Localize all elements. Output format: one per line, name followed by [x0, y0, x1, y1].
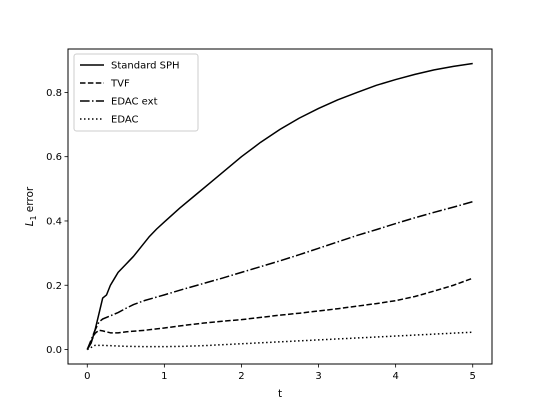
x-tick-label: 5 — [470, 371, 476, 382]
legend-label-edac-ext: EDAC ext — [111, 97, 158, 108]
y-axis: 0.0 0.2 0.4 0.6 0.8 — [46, 88, 68, 356]
x-tick-label: 1 — [161, 371, 167, 382]
y-axis-label: L1 error — [24, 186, 38, 226]
series-layer — [86, 62, 473, 351]
legend-items: Standard SPH TVF EDAC ext EDAC — [80, 61, 180, 126]
y-tick-label: 0.4 — [46, 216, 62, 227]
x-axis-label: t — [278, 388, 282, 400]
y-tick-label: 0.0 — [46, 345, 62, 356]
x-tick-label: 0 — [84, 371, 90, 382]
y-axis-label-rest: error — [24, 186, 36, 215]
x-tick-label: 4 — [392, 371, 398, 382]
y-tick-label: 0.6 — [46, 152, 62, 163]
x-tick-label: 2 — [238, 371, 244, 382]
y-tick-label: 0.8 — [46, 88, 62, 99]
series-line-edac-ext — [86, 200, 473, 350]
legend-label-edac: EDAC — [111, 115, 139, 126]
legend: Standard SPH TVF EDAC ext EDAC — [73, 53, 199, 132]
plot-frame — [67, 48, 493, 365]
y-axis-label-subscript: 1 — [29, 215, 38, 220]
series-line-tvf — [86, 277, 473, 350]
y-axis-label-base: L — [24, 220, 36, 226]
legend-label-tvf: TVF — [110, 79, 130, 90]
y-tick-label: 0.2 — [46, 281, 62, 292]
series-line-standard-sph — [86, 62, 473, 350]
legend-label-standard-sph: Standard SPH — [111, 61, 180, 72]
x-axis: 0 1 2 3 4 5 — [84, 364, 476, 382]
x-tick-label: 3 — [315, 371, 321, 382]
series-line-edac — [86, 331, 473, 351]
legend-box — [73, 53, 199, 132]
